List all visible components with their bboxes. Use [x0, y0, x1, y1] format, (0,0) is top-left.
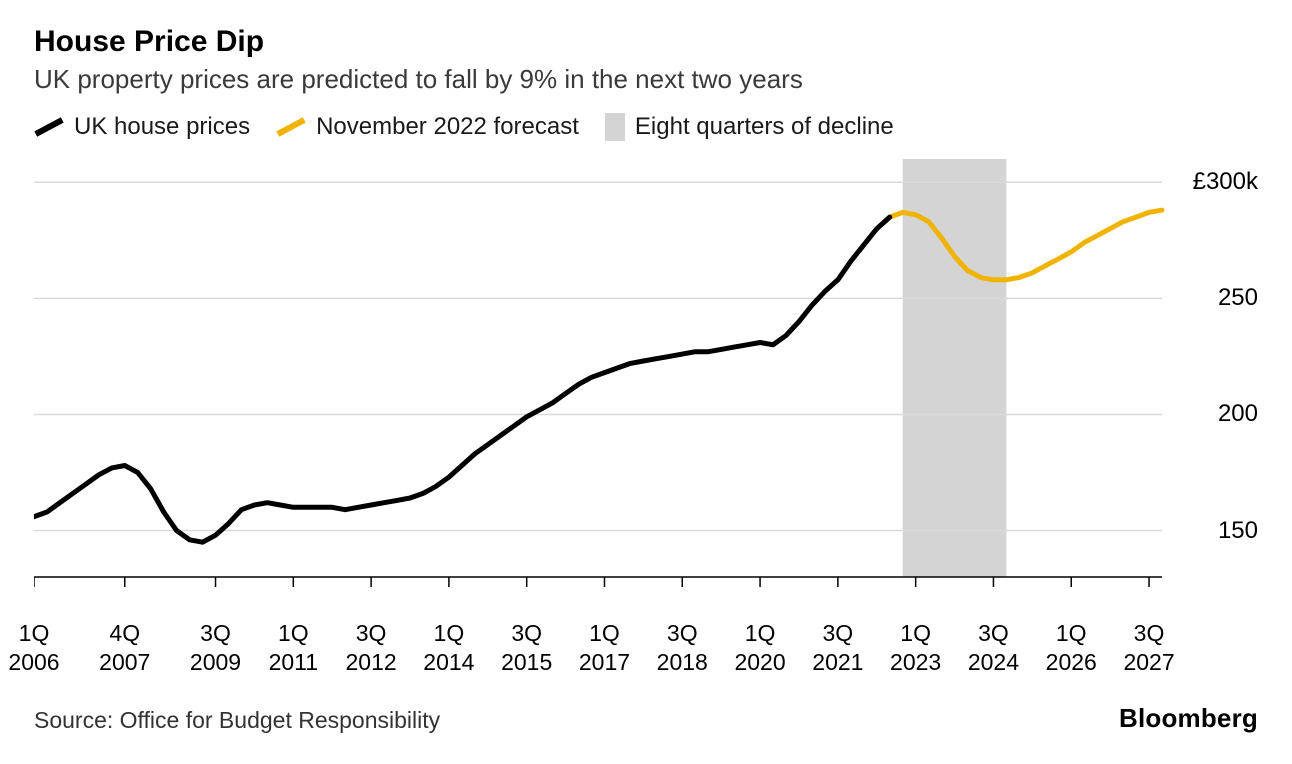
- x-tick-label: 3Q2024: [968, 619, 1019, 677]
- x-tick-label: 1Q2020: [734, 619, 785, 677]
- y-tick-label: 250: [1218, 284, 1258, 312]
- x-tick-label: 3Q2021: [812, 619, 863, 677]
- legend-label-actual: UK house prices: [74, 113, 250, 141]
- x-tick-label: 4Q2007: [99, 619, 150, 677]
- x-tick-label: 3Q2012: [346, 619, 397, 677]
- x-tick-label: 3Q2018: [657, 619, 708, 677]
- x-tick-label: 1Q2014: [423, 619, 474, 677]
- chart-subtitle: UK property prices are predicted to fall…: [34, 64, 1258, 95]
- brand-logo: Bloomberg: [1119, 703, 1258, 734]
- legend-item-actual: UK house prices: [34, 113, 250, 141]
- x-tick-label: 1Q2006: [8, 619, 59, 677]
- chart-title: House Price Dip: [34, 24, 1258, 60]
- x-tick-label: 1Q2026: [1046, 619, 1097, 677]
- legend-swatch-actual: [34, 117, 63, 136]
- x-tick-label: 3Q2015: [501, 619, 552, 677]
- x-tick-label: 3Q2027: [1123, 619, 1174, 677]
- chart-area: £300k 250 200 150: [34, 147, 1258, 617]
- legend-swatch-band: [605, 113, 625, 141]
- y-tick-label: 150: [1218, 517, 1258, 545]
- x-axis-labels: 1Q20064Q20073Q20091Q20113Q20121Q20143Q20…: [34, 617, 1258, 685]
- legend-label-band: Eight quarters of decline: [635, 113, 894, 141]
- legend-item-forecast: November 2022 forecast: [276, 113, 579, 141]
- x-tick-label: 3Q2009: [190, 619, 241, 677]
- source-text: Source: Office for Budget Responsibility: [34, 707, 440, 734]
- legend: UK house prices November 2022 forecast E…: [34, 113, 1258, 141]
- y-tick-label: 200: [1218, 400, 1258, 428]
- y-tick-label: £300k: [1193, 168, 1258, 196]
- legend-item-band: Eight quarters of decline: [605, 113, 894, 141]
- x-tick-label: 1Q2011: [269, 619, 318, 677]
- legend-label-forecast: November 2022 forecast: [316, 113, 579, 141]
- legend-swatch-forecast: [276, 117, 305, 136]
- x-tick-label: 1Q2023: [890, 619, 941, 677]
- line-chart-svg: [34, 147, 1258, 617]
- x-tick-label: 1Q2017: [579, 619, 630, 677]
